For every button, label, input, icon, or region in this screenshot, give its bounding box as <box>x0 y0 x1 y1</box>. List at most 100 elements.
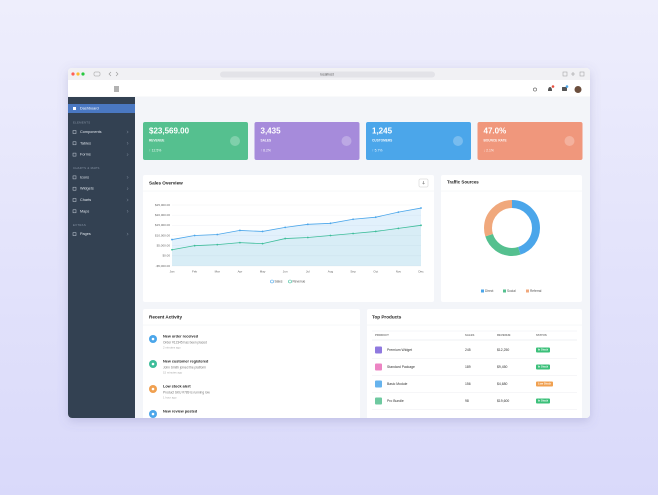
stat-change: ↑ 12.5% <box>149 148 161 152</box>
stat-change: ↓ 2.1% <box>484 148 494 152</box>
share-button[interactable] <box>562 71 568 77</box>
new-tab-button[interactable] <box>571 72 575 76</box>
legend-label: Revenue <box>293 279 306 283</box>
window-content: localhost Dashboard ELEMENTS Components Tabl… <box>68 68 590 418</box>
data-point <box>352 218 354 221</box>
activity-desc: Order #12345 has been placed <box>163 340 207 344</box>
legend-label: Direct <box>485 289 493 293</box>
nav-item: Tables <box>80 141 91 145</box>
nav-chevron <box>126 176 129 179</box>
data-point <box>193 244 196 247</box>
message-badge <box>565 85 569 88</box>
user-avatar[interactable] <box>574 86 582 93</box>
series-area <box>172 225 421 266</box>
y-tick-label: $5,000.00 <box>157 243 171 247</box>
product-sales: 156 <box>465 382 471 386</box>
close-button[interactable] <box>71 72 75 76</box>
products-panel <box>367 309 582 418</box>
x-tick-label: Aug <box>328 269 334 273</box>
status-text: In Stock <box>538 365 549 369</box>
stat-label: REVENUE <box>149 138 164 142</box>
activity-desc: Product SKU #789 is running low <box>163 390 210 394</box>
panel-title: Traffic Sources <box>447 180 479 185</box>
stat-card <box>254 122 360 160</box>
stat-value: 3,435 <box>261 127 282 136</box>
legend-marker[interactable] <box>481 289 484 293</box>
minimize-button[interactable] <box>76 72 80 76</box>
panel-title: Sales Overview <box>149 181 183 186</box>
search-button[interactable] <box>533 87 537 92</box>
app-header <box>68 80 590 97</box>
status-badge <box>536 364 550 370</box>
legend-label: Referral <box>530 289 542 293</box>
product-name: Standard Package <box>387 365 415 369</box>
data-point <box>284 237 287 240</box>
product-revenue: $9,450 <box>497 365 507 369</box>
product-revenue: $12,250 <box>497 348 509 352</box>
stat-card <box>477 122 583 160</box>
product-name: Pro Bundle <box>387 399 404 403</box>
messages-button[interactable] <box>562 87 567 91</box>
activity-icon-glyph <box>151 362 155 366</box>
notifications-button[interactable] <box>548 87 552 91</box>
card-icon <box>230 136 240 146</box>
notification-badge <box>551 85 555 88</box>
y-tick-label: $20,000.00 <box>155 213 170 217</box>
y-tick-label: $25,000.00 <box>155 203 170 207</box>
product-sales: 245 <box>465 348 471 352</box>
stat-label: BOUNCE RATE <box>484 138 507 142</box>
nav-icon <box>72 232 77 236</box>
data-point <box>239 241 241 244</box>
x-tick-label: Feb <box>192 269 198 273</box>
traffic-panel <box>441 175 582 302</box>
series-area <box>172 208 421 266</box>
column-header: PRODUCT <box>375 333 389 337</box>
panel-title: Recent Activity <box>149 315 182 320</box>
legend-marker[interactable] <box>288 279 292 284</box>
maximize-button[interactable] <box>81 72 85 76</box>
data-point <box>261 230 264 233</box>
column-header: REVENUE <box>497 333 511 337</box>
product-thumb <box>375 363 382 371</box>
y-tick-label: $0.00 <box>162 254 170 258</box>
y-tick-label: $15,000.00 <box>155 223 170 227</box>
legend-marker[interactable] <box>503 289 506 293</box>
stat-change: ↑ 5.7% <box>372 148 382 152</box>
product-sales: 189 <box>465 365 471 369</box>
nav-chevron <box>126 153 129 156</box>
activity-time: 2 minutes ago <box>163 346 181 350</box>
data-point <box>261 242 264 245</box>
legend-label: Social <box>507 289 516 293</box>
active-nav-item[interactable] <box>68 104 135 113</box>
activity-title: New order received <box>163 335 199 339</box>
nav-icon <box>72 152 77 157</box>
url-bar[interactable] <box>220 71 435 78</box>
tabs-button[interactable] <box>579 71 585 77</box>
menu-button[interactable] <box>114 86 119 92</box>
series-line <box>171 224 422 251</box>
stat-card <box>366 122 471 160</box>
data-point <box>420 207 422 209</box>
legend-marker[interactable] <box>526 289 529 293</box>
data-point <box>374 216 377 219</box>
legend-marker[interactable] <box>270 279 274 284</box>
column-header: STATUS <box>536 333 547 337</box>
stat-change: ↑ 8.2% <box>261 148 271 152</box>
nav-arrows[interactable] <box>108 71 119 77</box>
product-revenue: $4,680 <box>497 382 507 386</box>
x-tick-label: Sep <box>350 269 356 273</box>
nav-item: Charts <box>80 198 91 202</box>
x-tick-label: Jun <box>283 269 288 273</box>
x-tick-label: May <box>260 269 266 273</box>
nav-icon <box>73 107 76 110</box>
status-badge <box>536 381 553 387</box>
nav-icon <box>72 175 77 180</box>
x-tick-label: Apr <box>238 269 243 273</box>
product-name: Basic Module <box>387 382 407 386</box>
data-point <box>216 243 219 246</box>
nav-item: Widgets <box>80 187 94 191</box>
sidebar-toggle[interactable] <box>93 71 101 77</box>
x-tick-label: Jul <box>306 269 310 273</box>
